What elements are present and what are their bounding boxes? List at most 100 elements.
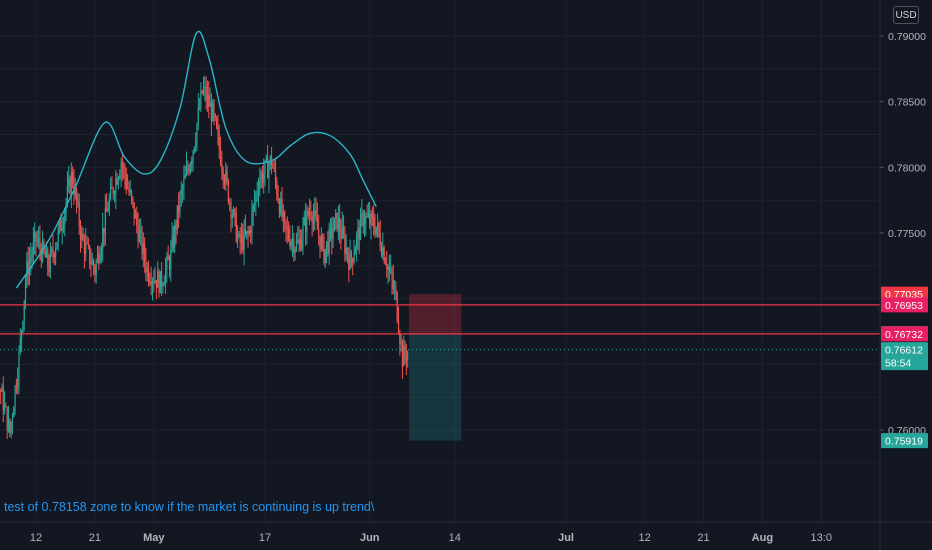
candle-body <box>235 213 237 242</box>
candle-body <box>19 338 21 351</box>
candle-body <box>212 103 214 121</box>
candle-body <box>179 194 181 213</box>
candle-body <box>236 235 239 242</box>
candle-body <box>293 239 295 254</box>
candle-body <box>113 194 116 196</box>
candle-body <box>226 170 228 181</box>
candle-body <box>121 162 123 167</box>
candle-body <box>176 205 178 230</box>
candle-body <box>86 242 88 244</box>
candle-body <box>40 248 42 261</box>
candle-body <box>13 408 15 418</box>
candle-body <box>337 217 339 230</box>
candle-body <box>142 243 144 254</box>
candle-body <box>94 267 96 275</box>
candle-body <box>184 174 186 179</box>
candle-body <box>172 236 175 248</box>
candle-body <box>95 261 97 275</box>
position-zones <box>409 294 462 441</box>
candle-body <box>371 213 373 218</box>
candle-body <box>210 102 212 121</box>
candle-body <box>79 225 82 240</box>
candle-body <box>27 260 29 275</box>
candle-body <box>89 245 91 264</box>
candle-body <box>273 168 275 170</box>
candle-body <box>24 281 27 301</box>
price-label-badge <box>881 342 928 371</box>
candle-body <box>323 237 325 263</box>
candle-body <box>140 230 142 232</box>
time-tick-label: 14 <box>449 532 461 544</box>
candle-body <box>388 266 390 271</box>
candle-body <box>352 258 354 263</box>
candle-body <box>82 233 84 240</box>
candle-body <box>277 194 279 202</box>
candle-body <box>104 207 106 234</box>
candle-body <box>77 202 79 204</box>
chart-grid <box>0 0 880 522</box>
time-tick-label: May <box>143 532 165 544</box>
candle-body <box>287 229 290 239</box>
candle-body <box>127 187 129 189</box>
candle-body <box>21 330 23 339</box>
currency-label[interactable]: USD <box>893 6 919 24</box>
candle-body <box>253 202 256 206</box>
candle-body <box>136 213 138 225</box>
candle-body <box>154 280 156 283</box>
candle-body <box>403 345 405 367</box>
candle-body <box>349 252 351 270</box>
candle-body <box>242 235 244 250</box>
candle-body <box>218 132 220 149</box>
candle-body <box>282 211 284 218</box>
candle-body <box>85 242 87 255</box>
candle-body <box>276 180 278 195</box>
candle-body <box>32 241 34 255</box>
candle-body <box>319 235 321 249</box>
candle-body <box>350 252 353 259</box>
candle-body <box>392 279 394 289</box>
candle-body <box>162 285 164 287</box>
candle-body <box>78 202 80 226</box>
candle-body <box>81 233 83 240</box>
take-profit-zone <box>409 333 462 441</box>
candle-body <box>92 261 95 268</box>
candle-body <box>209 102 211 107</box>
candle-body <box>336 212 338 230</box>
candle-body <box>193 147 195 152</box>
candle-body <box>239 233 241 243</box>
price-label-text: 0.76953 <box>885 300 923 312</box>
candle-body <box>332 231 334 239</box>
candle-body <box>57 227 59 243</box>
candle-body <box>223 179 226 183</box>
candle-body <box>195 141 197 148</box>
candle-body <box>252 205 254 213</box>
candle-body <box>74 188 76 196</box>
time-tick-label: 12 <box>638 532 650 544</box>
candle-body <box>314 210 316 217</box>
candle-body <box>30 258 32 262</box>
candle-body <box>112 188 114 195</box>
candle-body <box>45 249 48 258</box>
candle-body <box>401 342 404 367</box>
candle-body <box>345 248 347 254</box>
candle-body <box>238 233 240 236</box>
candle-body <box>365 216 367 224</box>
candle-body <box>53 254 55 258</box>
candle-body <box>244 229 247 235</box>
candle-body <box>18 350 20 380</box>
candle-body <box>38 238 40 241</box>
time-tick-label: 21 <box>89 532 101 544</box>
candle-body <box>380 247 383 256</box>
candle-body <box>91 261 93 265</box>
candle-body <box>178 205 180 213</box>
candle-body <box>370 213 372 225</box>
candle-body <box>400 342 402 344</box>
candle-body <box>357 227 359 236</box>
candle-body <box>28 261 31 275</box>
candle-body <box>286 227 288 230</box>
time-tick-label: Aug <box>752 532 773 544</box>
candle-body <box>167 256 169 261</box>
candle-body <box>259 180 261 190</box>
